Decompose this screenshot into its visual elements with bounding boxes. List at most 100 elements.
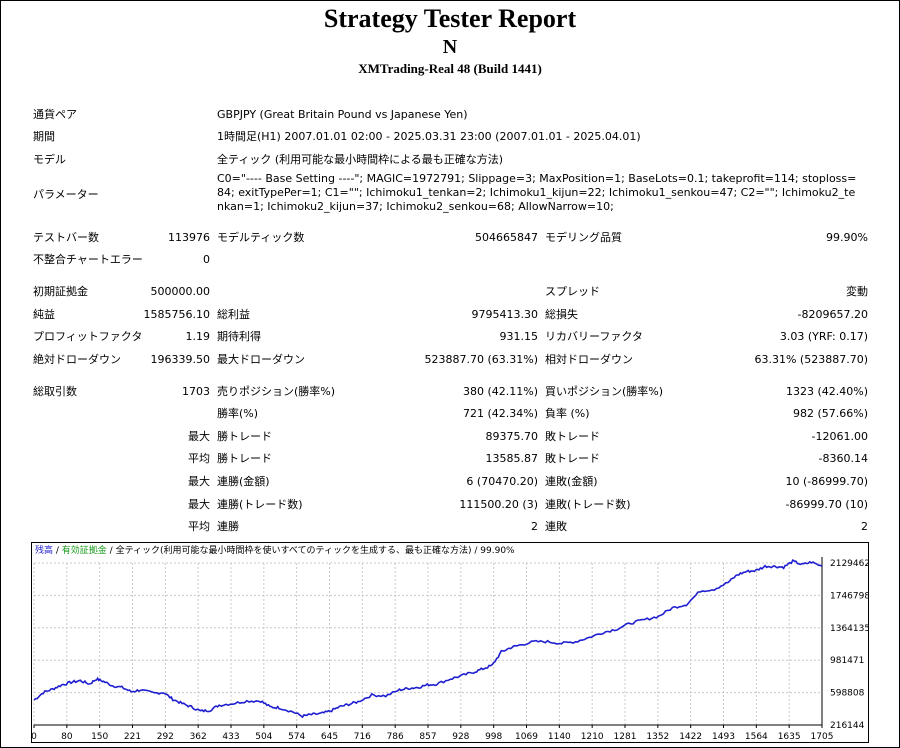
deposit-label: 初期証拠金 (33, 285, 88, 298)
y-tick-label: 1364135 (830, 624, 868, 634)
spread-label: スプレッド (545, 285, 600, 298)
x-tick-label: 292 (157, 732, 174, 742)
x-tick-label: 1210 (581, 732, 604, 742)
x-tick-label: 857 (419, 732, 436, 742)
ea-name: N (442, 36, 458, 58)
largest-win-label: 勝トレード (217, 430, 272, 443)
avg-win-label: 勝トレード (217, 452, 272, 465)
max-dd-value: 523887.70 (63.31%) (424, 353, 538, 366)
x-tick-label: 362 (190, 732, 207, 742)
x-tick-label: 0 (32, 732, 37, 742)
max-consec-lossamt-label: 連敗(トレード数) (545, 498, 631, 511)
params-value: C0="---- Base Setting ----"; MAGIC=19727… (217, 172, 857, 213)
average-prefix: 平均 (188, 452, 210, 465)
symbol-value: GBPJPY (Great Britain Pound vs Japanese … (217, 108, 468, 121)
abs-dd-label: 絶対ドローダウン (33, 353, 121, 366)
x-tick-label: 716 (354, 732, 371, 742)
mismatch-label: 不整合チャートエラー (33, 253, 143, 266)
max-consec-win-value: 6 (70470.20) (466, 475, 538, 488)
legend-quality: 99.90% (480, 546, 515, 556)
chart-svg: 0 80 150 221 292 362 433 504 574 645 716 786 857 928 9… (32, 557, 868, 742)
y-tick-label: 981471 (830, 656, 864, 666)
max-consec-win-label: 連勝(金額) (217, 475, 270, 488)
model-label: モデル (33, 153, 66, 166)
avg-loss-label: 敗トレード (545, 452, 600, 465)
legend-sep: / (53, 546, 62, 556)
y-tick-label: 2129462 (830, 559, 868, 569)
legend-sep: / (106, 546, 116, 556)
avg-consec-win-value: 2 (531, 520, 538, 533)
balance-chart: 残高 / 有効証拠金 / 全ティック(利用可能な最小時間枠を使いすべてのティック… (31, 542, 869, 743)
largest-prefix: 最大 (188, 430, 210, 443)
x-tick-label: 150 (91, 732, 108, 742)
avg-win-value: 13585.87 (485, 452, 539, 465)
gross-profit-value: 9795413.30 (471, 308, 538, 321)
winrate-value: 721 (42.34%) (462, 407, 538, 420)
max-consec-loss-label: 連敗(金額) (545, 475, 598, 488)
balance-series-line (33, 558, 823, 719)
max-consec-lossamt-value: -86999.70 (10) (785, 498, 868, 511)
period-label: 期間 (33, 130, 55, 143)
gross-loss-value: -8209657.20 (797, 308, 868, 321)
expected-value: 931.15 (499, 330, 539, 343)
y-tick-label: 1746798 (830, 591, 868, 601)
x-tick-label: 1635 (778, 732, 801, 742)
max-consec-prefix: 最大 (188, 475, 210, 488)
legend-model: 全ティック(利用可能な最小時間枠を使いすべてのティックを生成する、最も正確な方法… (115, 546, 472, 556)
largest-win-value: 89375.70 (485, 430, 539, 443)
long-value: 1323 (42.40%) (785, 385, 868, 398)
x-tick-label: 1281 (614, 732, 637, 742)
legend-balance: 残高 (35, 546, 54, 556)
x-tick-label: 80 (61, 732, 73, 742)
avg-consec-loss-value: 2 (861, 520, 868, 533)
gross-loss-label: 総損失 (545, 308, 578, 321)
avg-consec-loss-label: 連敗 (545, 520, 567, 533)
x-tick-label: 645 (321, 732, 338, 742)
bars-label: テストバー数 (33, 231, 99, 244)
expected-label: 期待利得 (217, 330, 261, 343)
period-value: 1時間足(H1) 2007.01.01 02:00 - 2025.03.31 2… (217, 130, 641, 143)
gross-profit-label: 総利益 (217, 308, 250, 321)
quality-label: モデリング品質 (545, 231, 622, 244)
server-build: XMTrading-Real 48 (Build 1441) (358, 61, 542, 76)
legend-sep: / (471, 546, 481, 556)
mismatch-value: 0 (203, 253, 210, 266)
lossrate-label: 負率 (%) (545, 407, 590, 420)
quality-value: 99.90% (826, 231, 868, 244)
trades-label: 総取引数 (33, 385, 77, 398)
x-tick-label: 504 (255, 732, 272, 742)
x-tick-label: 1422 (679, 732, 702, 742)
ticks-label: モデルティック数 (217, 231, 305, 244)
max-consec-profit-label: 連勝(トレード数) (217, 498, 303, 511)
deposit-value: 500000.00 (150, 285, 211, 298)
params-label: パラメーター (33, 188, 99, 201)
x-tick-label: 1493 (712, 732, 735, 742)
short-label: 売りポジション(勝率%) (217, 385, 336, 398)
x-tick-label: 1140 (548, 732, 571, 742)
x-tick-label: 786 (387, 732, 404, 742)
report-title: Strategy Tester Report (323, 4, 577, 33)
recovery-value: 3.03 (YRF: 0.17) (779, 330, 868, 343)
x-tick-label: 1352 (646, 732, 669, 742)
chart-legend: 残高 / 有効証拠金 / 全ティック(利用可能な最小時間枠を使いすべてのティック… (35, 545, 515, 557)
avg-loss-value: -8360.14 (818, 452, 868, 465)
largest-loss-value: -12061.00 (811, 430, 868, 443)
symbol-label: 通貨ペア (33, 108, 77, 121)
legend-equity: 有効証拠金 (61, 546, 107, 556)
x-tick-label: 221 (124, 732, 141, 742)
ticks-value: 504665847 (475, 231, 538, 244)
x-tick-label: 1564 (745, 732, 768, 742)
winrate-label: 勝率(%) (217, 407, 259, 420)
net-value: 1585756.10 (143, 308, 210, 321)
max-consec-loss-value: 10 (-86999.70) (785, 475, 868, 488)
model-value: 全ティック (利用可能な最小時間枠による最も正確な方法) (217, 153, 504, 166)
trades-value: 1703 (182, 385, 210, 398)
pf-label: プロフィットファクタ (33, 330, 143, 343)
largest-loss-label: 敗トレード (545, 430, 600, 443)
max-dd-label: 最大ドローダウン (217, 353, 305, 366)
max-consec-amt-prefix: 最大 (188, 498, 210, 511)
abs-dd-value: 196339.50 (150, 353, 211, 366)
x-tick-label: 1069 (515, 732, 538, 742)
max-consec-profit-value: 111500.20 (3) (459, 498, 538, 511)
